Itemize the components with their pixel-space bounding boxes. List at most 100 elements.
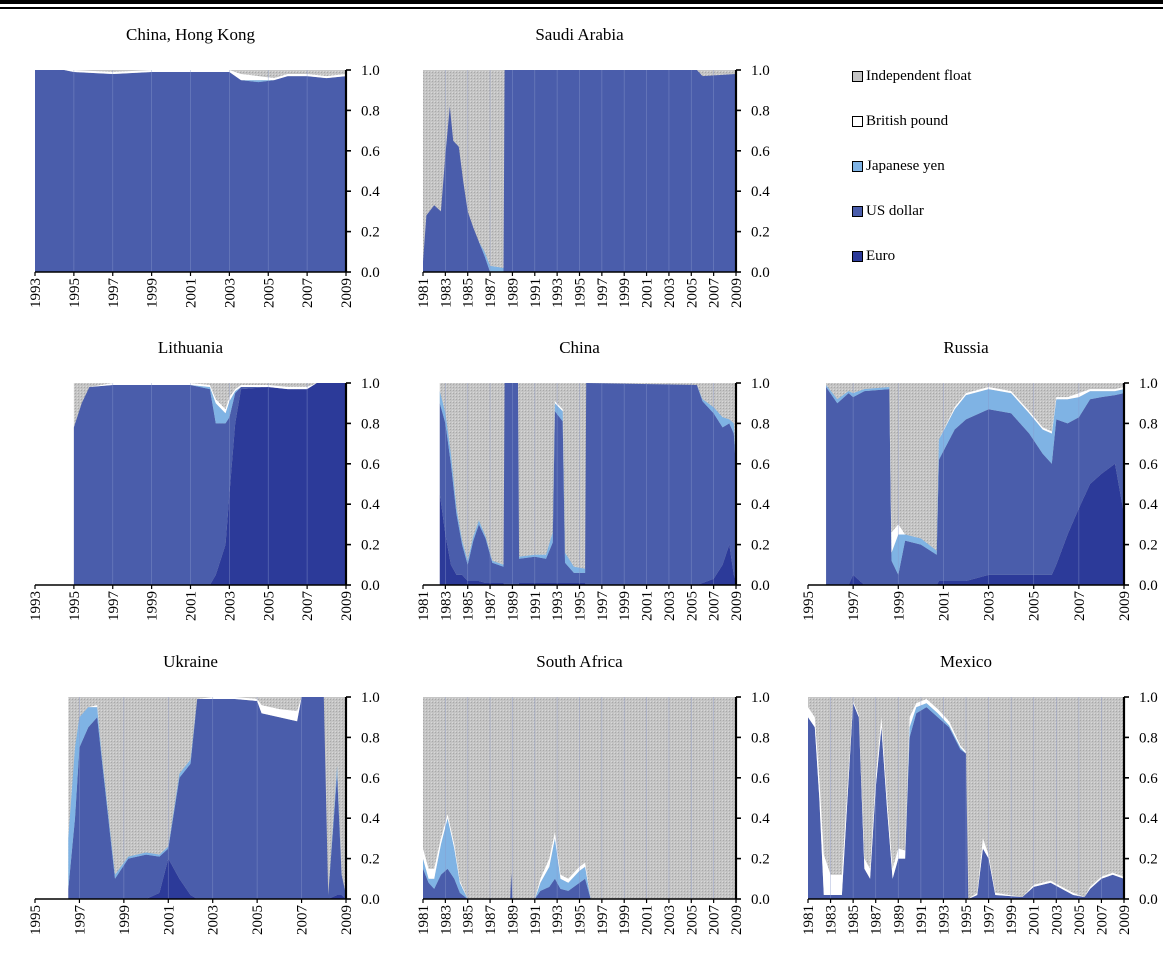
- legend-item-jpy: Japanese yen: [852, 156, 945, 176]
- x-tick-label-3-11: 2003: [662, 591, 678, 621]
- y-tick-label-7-1: 0.2: [1139, 852, 1158, 868]
- x-tick-label-3-1: 1983: [438, 591, 454, 621]
- x-tick-label-2-1: 1995: [67, 591, 83, 621]
- x-tick-label-6-4: 1989: [505, 905, 521, 935]
- y-tick-label-6-2: 0.4: [751, 811, 770, 827]
- chart-title-0: China, Hong Kong: [126, 25, 255, 44]
- area-usd-5: [68, 697, 347, 899]
- x-tick-label-7-0: 1981: [801, 905, 817, 935]
- y-tick-label-5-1: 0.2: [361, 852, 380, 868]
- legend-label-jpy: Japanese yen: [866, 157, 945, 174]
- x-tick-label-7-5: 1991: [914, 905, 930, 935]
- x-tick-label-7-13: 2007: [1094, 905, 1110, 936]
- legend-item-gbp: British pound: [852, 111, 948, 131]
- y-tick-label-1-1: 0.2: [751, 225, 770, 241]
- x-tick-label-1-8: 1997: [595, 278, 611, 309]
- legend-item-eur: Euro: [852, 246, 895, 266]
- x-tick-label-5-0: 1995: [28, 905, 44, 935]
- x-tick-label-3-3: 1987: [483, 591, 499, 622]
- y-tick-label-6-4: 0.8: [751, 730, 770, 746]
- area-jpy-5: [68, 697, 347, 895]
- x-tick-label-4-6: 2007: [1072, 591, 1088, 622]
- x-tick-label-7-4: 1989: [891, 905, 907, 935]
- x-tick-label-1-10: 2001: [640, 278, 656, 308]
- x-tick-label-6-2: 1985: [461, 905, 477, 935]
- y-tick-label-1-3: 0.6: [751, 144, 770, 160]
- y-tick-label-5-3: 0.6: [361, 771, 380, 787]
- y-tick-label-2-0: 0.0: [361, 578, 380, 594]
- x-tick-label-6-7: 1995: [573, 905, 589, 935]
- x-tick-label-6-9: 1999: [617, 905, 633, 935]
- top-rule-thick: [0, 0, 1163, 4]
- x-tick-label-5-4: 2003: [206, 905, 222, 935]
- x-tick-label-0-6: 2005: [261, 278, 277, 308]
- y-tick-label-6-3: 0.6: [751, 771, 770, 787]
- legend-swatch-eur: [852, 250, 863, 262]
- legend-swatch-jpy: [852, 160, 863, 172]
- x-tick-label-2-8: 2009: [339, 591, 355, 621]
- area-usd-2: [73, 383, 347, 585]
- y-tick-label-6-5: 1.0: [751, 690, 770, 706]
- y-tick-label-5-2: 0.4: [361, 811, 380, 827]
- y-tick-label-3-0: 0.0: [751, 578, 770, 594]
- x-tick-label-6-6: 1993: [550, 905, 566, 935]
- y-tick-label-2-1: 0.2: [361, 538, 380, 554]
- x-tick-label-6-0: 1981: [416, 905, 432, 935]
- area-eur-2: [73, 383, 347, 585]
- x-tick-label-2-7: 2007: [300, 591, 316, 622]
- x-tick-label-3-14: 2009: [729, 591, 745, 621]
- top-rule-thin: [0, 7, 1163, 9]
- y-tick-label-0-4: 0.8: [361, 103, 380, 119]
- y-tick-label-5-5: 1.0: [361, 690, 380, 706]
- x-tick-label-0-7: 2007: [300, 278, 316, 309]
- x-tick-label-4-1: 1997: [846, 591, 862, 622]
- x-tick-label-1-4: 1989: [505, 278, 521, 308]
- x-tick-label-3-2: 1985: [461, 591, 477, 621]
- y-tick-label-0-0: 0.0: [361, 265, 380, 281]
- y-tick-label-4-3: 0.6: [1139, 457, 1158, 473]
- x-tick-label-1-12: 2005: [684, 278, 700, 308]
- y-tick-label-7-5: 1.0: [1139, 690, 1158, 706]
- y-tick-label-3-2: 0.4: [751, 497, 770, 513]
- y-tick-label-7-2: 0.4: [1139, 811, 1158, 827]
- x-tick-label-2-3: 1999: [145, 591, 161, 621]
- y-tick-label-4-2: 0.4: [1139, 497, 1158, 513]
- legend-item-float: Independent float: [852, 66, 971, 86]
- x-tick-label-1-2: 1985: [461, 278, 477, 308]
- x-tick-label-1-11: 2003: [662, 278, 678, 308]
- y-tick-label-7-0: 0.0: [1139, 892, 1158, 908]
- x-tick-label-3-5: 1991: [528, 591, 544, 621]
- y-tick-label-0-3: 0.6: [361, 144, 380, 160]
- x-tick-label-1-9: 1999: [617, 278, 633, 308]
- x-tick-label-0-8: 2009: [339, 278, 355, 308]
- x-tick-label-1-1: 1983: [438, 278, 454, 308]
- legend-item-usd: US dollar: [852, 201, 924, 221]
- y-tick-label-2-4: 0.8: [361, 416, 380, 432]
- y-tick-label-4-4: 0.8: [1139, 416, 1158, 432]
- x-tick-label-5-2: 1999: [117, 905, 133, 935]
- x-tick-label-3-8: 1997: [595, 591, 611, 622]
- x-tick-label-3-4: 1989: [505, 591, 521, 621]
- x-tick-label-1-7: 1995: [573, 278, 589, 308]
- x-tick-label-7-11: 2003: [1049, 905, 1065, 935]
- x-tick-label-7-9: 1999: [1004, 905, 1020, 935]
- y-tick-label-0-2: 0.4: [361, 184, 380, 200]
- x-tick-label-0-5: 2003: [222, 278, 238, 308]
- legend-swatch-usd: [852, 205, 863, 217]
- chart-title-1: Saudi Arabia: [535, 25, 624, 44]
- legend-label-gbp: British pound: [866, 112, 949, 129]
- y-tick-label-5-0: 0.0: [361, 892, 380, 908]
- x-tick-label-4-0: 1995: [801, 591, 817, 621]
- area-gbp-7: [808, 699, 1124, 899]
- x-tick-label-0-0: 1993: [28, 278, 44, 308]
- x-tick-label-3-7: 1995: [573, 591, 589, 621]
- x-tick-label-7-3: 1987: [869, 905, 885, 936]
- y-tick-label-7-4: 0.8: [1139, 730, 1158, 746]
- x-tick-label-3-13: 2007: [707, 591, 723, 622]
- chart-title-2: Lithuania: [158, 338, 224, 357]
- x-tick-label-6-14: 2009: [729, 905, 745, 935]
- x-tick-label-7-7: 1995: [959, 905, 975, 935]
- x-tick-label-2-2: 1997: [106, 591, 122, 622]
